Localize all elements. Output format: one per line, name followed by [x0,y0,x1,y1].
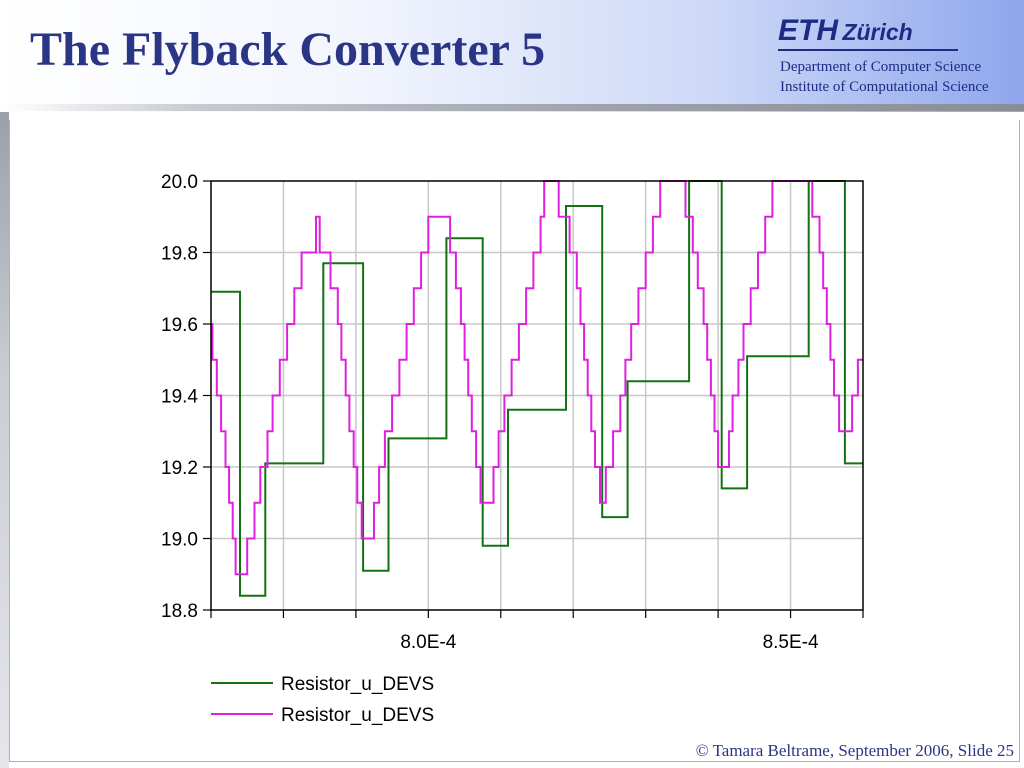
department-label: Department of Computer Science [780,59,982,75]
x-tick-label: 8.0E-4 [400,632,456,653]
left-shade [0,112,9,768]
x-tick-label: 8.5E-4 [763,632,819,653]
series-line-2 [211,180,863,576]
axes: 20.0 19.8 19.6 19.4 19.2 19.0 18.8 8.0E-4 8.5E-4 [161,172,864,653]
series-line-1 [211,180,863,597]
y-tick-label: 19.2 [161,458,198,479]
y-tick-label: 19.4 [161,387,198,408]
institute-label: Institute of Computational Science [780,79,989,95]
legend: Resistor_u_DEVS Resistor_u_DEVS [211,674,434,726]
y-tick-label: 19.0 [161,530,198,551]
frame-right-rule [1019,120,1020,762]
logo-eth-text: ETH [778,14,838,47]
grid [211,181,863,610]
eth-zurich-logo: ETH Zürich [778,14,913,48]
header-rule [0,104,1024,111]
legend-label-2: Resistor_u_DEVS [281,705,434,726]
frame-left-rule [9,120,10,762]
series-layer [211,180,863,597]
slide-title: The Flyback Converter 5 [30,23,546,76]
y-tick-label: 20.0 [161,172,198,193]
y-tick-label: 19.6 [161,315,198,336]
y-tick-label: 18.8 [161,601,198,622]
legend-label-1: Resistor_u_DEVS [281,674,434,695]
logo-zurich-text: Zürich [842,19,913,45]
frame-bottom-rule [9,761,1020,762]
y-tick-label: 19.8 [161,244,198,265]
slide-footer: © Tamara Beltrame, September 2006, Slide… [695,741,1014,760]
logo-underline [778,49,958,51]
slide-header [0,0,1024,112]
